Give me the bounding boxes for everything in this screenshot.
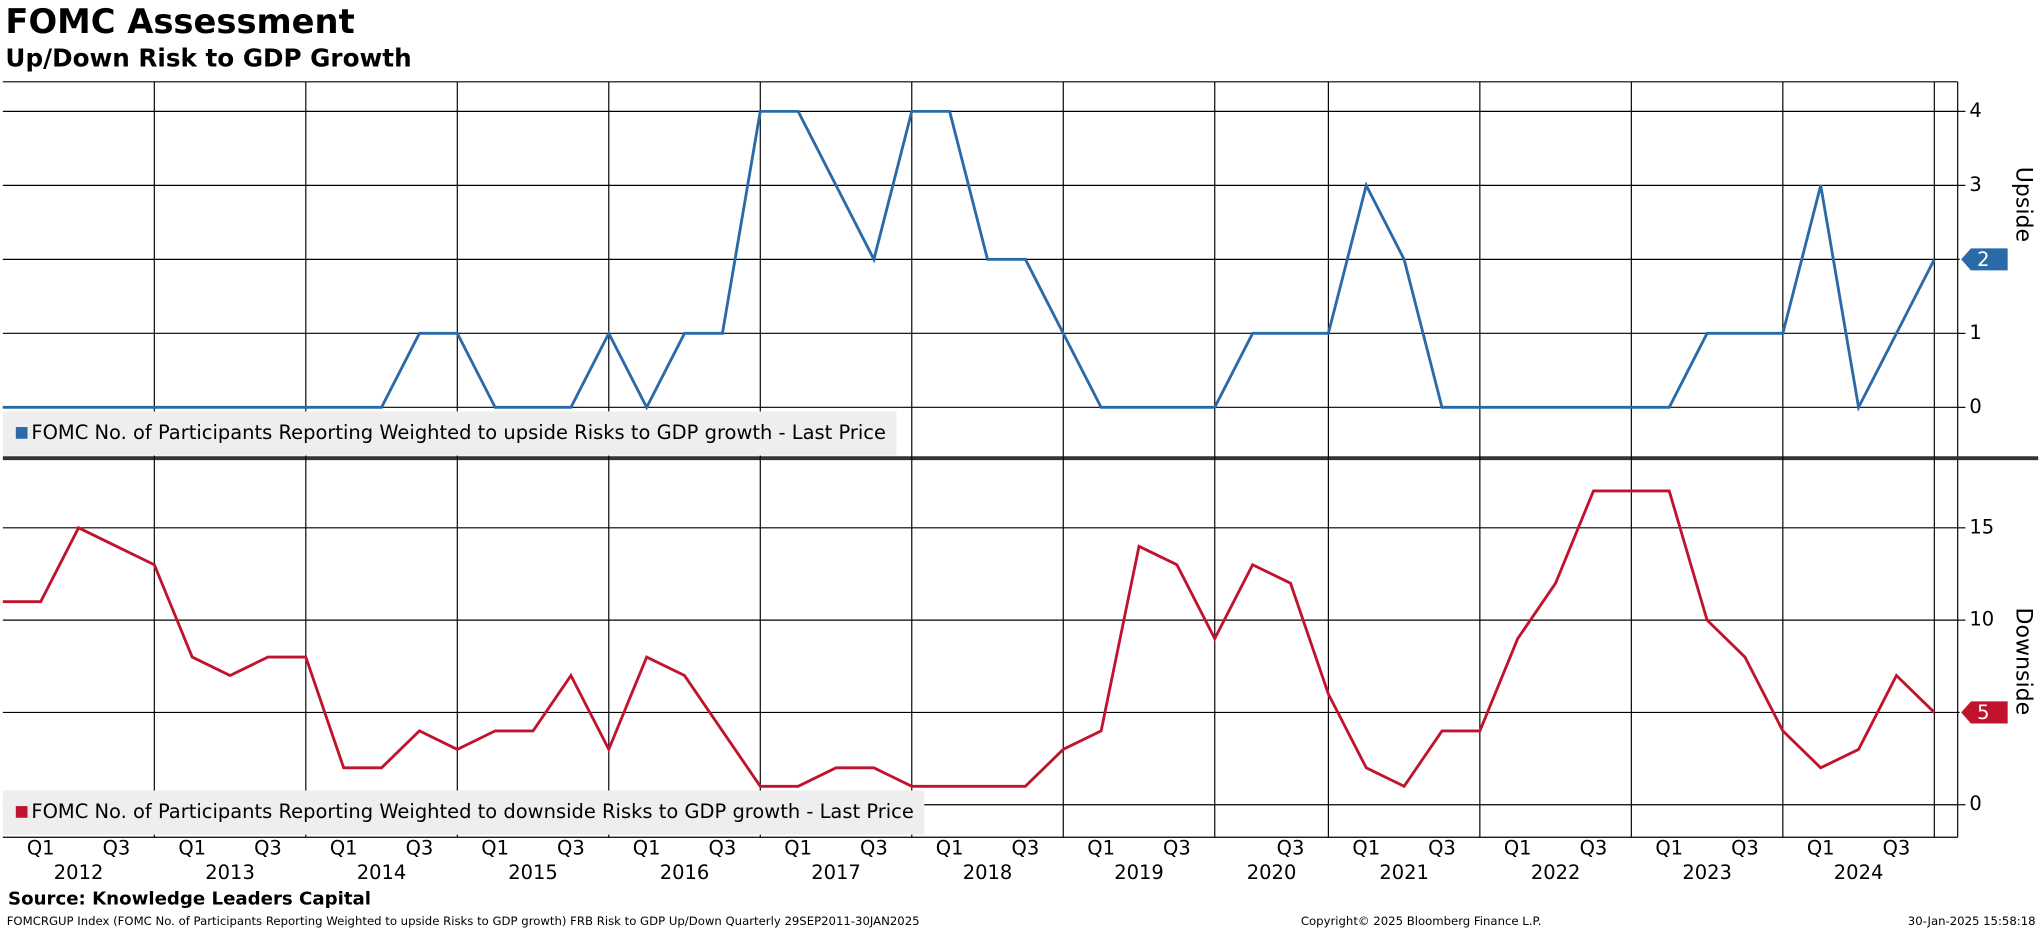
- last-value-label: 5: [1977, 701, 1989, 724]
- year-label: 2022: [1531, 861, 1581, 884]
- quarter-label: Q3: [1883, 836, 1911, 859]
- quarter-label: Q3: [1277, 836, 1305, 859]
- year-label: 2015: [508, 861, 558, 884]
- legend-label: FOMC No. of Participants Reporting Weigh…: [31, 800, 913, 823]
- chart-title: FOMC Assessment: [5, 2, 354, 41]
- data-line: [2, 109, 1936, 412]
- data-line: [2, 489, 1936, 789]
- y-tick-label: 3: [1969, 173, 1981, 196]
- quarter-label: Q1: [1655, 836, 1683, 859]
- quarter-label: Q1: [178, 836, 206, 859]
- quarter-label: Q3: [1580, 836, 1608, 859]
- legend: FOMC No. of Participants Reporting Weigh…: [2, 790, 925, 835]
- y-tick-label: 0: [1969, 395, 1981, 418]
- quarter-label: Q1: [1807, 836, 1835, 859]
- year-label: 2017: [811, 861, 861, 884]
- quarter-label: Q1: [1504, 836, 1532, 859]
- axis-title: Downside: [2011, 608, 2036, 716]
- quarter-label: Q3: [1731, 836, 1759, 859]
- last-value-tag: [1959, 700, 2009, 725]
- legend-label: FOMC No. of Participants Reporting Weigh…: [31, 421, 886, 444]
- year-label: 2012: [54, 861, 104, 884]
- y-tick-label: 4: [1969, 99, 1981, 122]
- y-tick-label: 15: [1969, 515, 1994, 538]
- year-label: 2019: [1114, 861, 1164, 884]
- year-label: 2023: [1682, 861, 1732, 884]
- year-label: 2021: [1379, 861, 1429, 884]
- timestamp: 30-Jan-2025 15:58:18: [1908, 914, 2036, 928]
- year-label: 2016: [660, 861, 710, 884]
- quarter-label: Q1: [633, 836, 661, 859]
- last-value-label: 2: [1977, 248, 1989, 271]
- quarter-label: Q3: [406, 836, 434, 859]
- legend: FOMC No. of Participants Reporting Weigh…: [2, 411, 897, 456]
- legend-swatch: [15, 806, 28, 818]
- quarter-label: Q1: [1352, 836, 1380, 859]
- year-label: 2024: [1834, 861, 1884, 884]
- quarter-label: Q3: [103, 836, 131, 859]
- quarter-label: Q1: [330, 836, 358, 859]
- quarter-label: Q1: [784, 836, 812, 859]
- legend-swatch: [15, 427, 28, 439]
- y-tick-label: 10: [1969, 608, 1994, 631]
- quarter-label: Q3: [709, 836, 737, 859]
- quarter-label: Q1: [1087, 836, 1115, 859]
- quarter-label: Q3: [1163, 836, 1191, 859]
- quarter-label: Q1: [936, 836, 964, 859]
- quarter-label: Q3: [557, 836, 585, 859]
- quarter-label: Q1: [27, 836, 55, 859]
- quarter-label: Q1: [481, 836, 509, 859]
- legend-background: [2, 411, 897, 456]
- source: Source: Knowledge Leaders Capital: [8, 889, 371, 910]
- last-value-tag: [1959, 247, 2009, 272]
- copyright: Copyright© 2025 Bloomberg Finance L.P.: [1301, 914, 1542, 928]
- year-label: 2020: [1247, 861, 1297, 884]
- year-label: 2018: [963, 861, 1013, 884]
- chart-subtitle: Up/Down Risk to GDP Growth: [5, 44, 411, 73]
- quarter-label: Q3: [254, 836, 282, 859]
- axis-title: Upside: [2011, 167, 2036, 242]
- year-label: 2013: [205, 861, 255, 884]
- y-tick-label: 0: [1969, 792, 1981, 815]
- ticker-note: FOMCRGUP Index (FOMC No. of Participants…: [7, 914, 920, 928]
- quarter-label: Q3: [1012, 836, 1040, 859]
- quarter-label: Q3: [860, 836, 888, 859]
- year-label: 2014: [357, 861, 407, 884]
- quarter-label: Q3: [1428, 836, 1456, 859]
- y-tick-label: 1: [1969, 321, 1981, 344]
- legend-background: [2, 790, 925, 835]
